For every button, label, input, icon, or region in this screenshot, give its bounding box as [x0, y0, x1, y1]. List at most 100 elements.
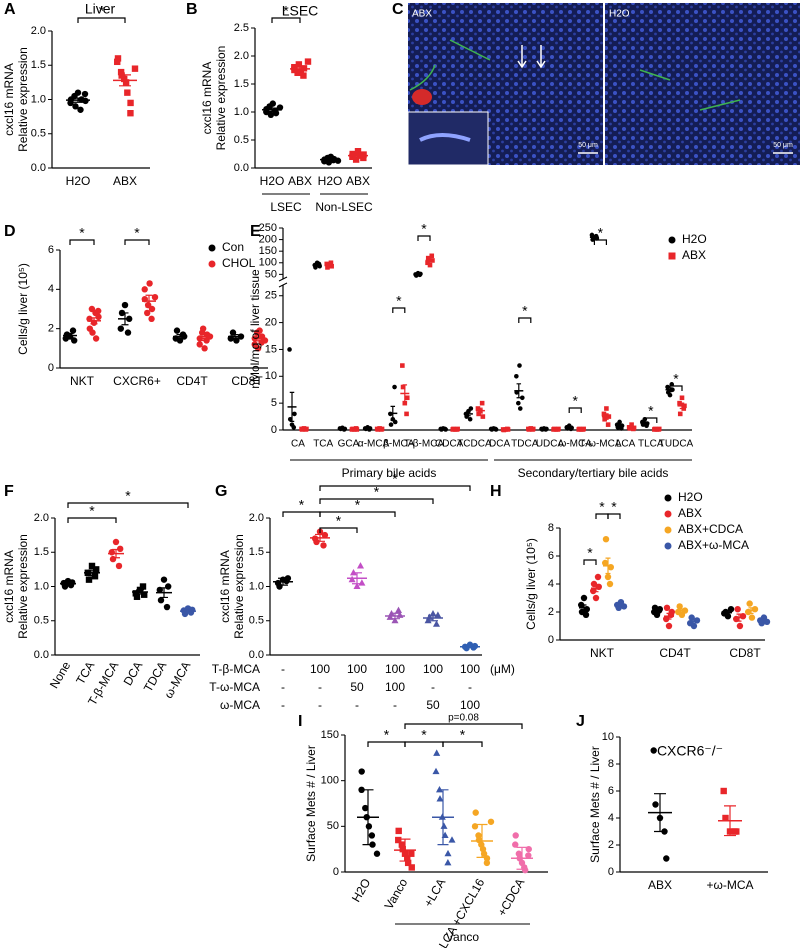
data-point: [254, 345, 262, 352]
x-tick-label: DCA: [121, 659, 146, 688]
data-point: [629, 422, 634, 427]
significance-label: *: [460, 727, 466, 743]
error-bar: [428, 614, 438, 622]
data-point: [93, 566, 100, 573]
data-point: [520, 395, 525, 401]
x-tick-label: TCDCA: [457, 439, 492, 450]
significance-label: *: [374, 484, 380, 500]
treatment-name: T-β-MCA: [212, 662, 260, 676]
data-point: [667, 392, 673, 398]
data-point: [663, 604, 671, 611]
y-tick-label: 0: [548, 634, 554, 646]
data-point: [144, 309, 151, 317]
y-axis-label: cxcl16 mRNA: [2, 63, 16, 136]
error-bar: [390, 612, 400, 620]
arrows: [517, 45, 546, 69]
treatment-dose: 100: [347, 662, 367, 676]
y-tick-label: 6: [608, 785, 614, 797]
legend-swatch: [664, 526, 672, 534]
data-point: [368, 832, 376, 839]
y-axis-label: Surface Mets # / Liver: [304, 745, 318, 862]
error-bar: [415, 273, 421, 276]
treatment-dose: -: [281, 698, 285, 712]
axis-break: [278, 276, 288, 282]
data-point: [356, 562, 365, 569]
data-point: [606, 580, 614, 588]
significance-label: *: [611, 499, 617, 515]
data-point: [650, 747, 657, 754]
error-bar: [231, 333, 239, 340]
y-tick-label: 4: [48, 283, 54, 295]
error-bar: [581, 604, 587, 612]
data-point: [480, 414, 486, 419]
error-bar: [326, 263, 332, 267]
error-bar: [353, 153, 363, 158]
image-label: ABX: [412, 9, 432, 20]
data-point: [436, 795, 444, 802]
error-bar: [427, 258, 433, 263]
data-point: [358, 579, 366, 586]
error-bar: [724, 805, 736, 837]
data-point: [349, 150, 356, 158]
y-tick-label: 0.0: [31, 162, 46, 174]
data-point: [362, 804, 369, 812]
data-point: [353, 582, 361, 590]
data-point: [124, 89, 131, 96]
data-point: [388, 422, 394, 427]
significance-bracket: [271, 17, 301, 23]
error-bar: [466, 411, 471, 417]
data-point: [71, 337, 78, 344]
data-point: [688, 614, 695, 621]
significance-label: p=0.08: [448, 713, 479, 724]
error-bar: [679, 402, 685, 410]
error-bar: [516, 846, 528, 870]
error-bar: [437, 789, 449, 846]
significance-label: *: [572, 393, 578, 409]
data-point: [360, 151, 367, 158]
legend-label: H2O: [682, 232, 707, 246]
data-point: [141, 591, 148, 598]
data-point: [328, 260, 334, 266]
significance-bracket: [392, 307, 406, 313]
error-bar: [64, 581, 72, 586]
data-point: [429, 253, 435, 259]
error-bar: [295, 66, 305, 72]
data-point: [690, 622, 698, 630]
y-tick-label: 50: [327, 820, 339, 832]
data-point: [139, 583, 147, 590]
x-tick-label: ABX: [113, 174, 137, 188]
x-tick-label: +CDCA: [495, 876, 528, 919]
data-point: [118, 72, 125, 79]
data-point: [114, 55, 122, 62]
y-tick-label: 25: [265, 290, 277, 302]
data-point: [360, 154, 367, 162]
scale-label: 50 μm: [578, 142, 598, 149]
data-point: [665, 384, 670, 390]
data-point: [434, 611, 442, 618]
y-tick-label: 10: [265, 370, 277, 382]
significance-label: *: [99, 3, 105, 19]
error-bar: [340, 427, 345, 430]
data-point: [112, 538, 120, 546]
y-axis-label: cxcl16 mRNA: [2, 550, 16, 623]
significance-bracket: [282, 511, 321, 517]
error-bar: [362, 789, 374, 846]
error-bar: [478, 407, 483, 414]
y-tick-label: 6: [548, 550, 554, 562]
data-point: [679, 395, 685, 401]
y-tick-label: 1.0: [234, 106, 249, 118]
error-bar: [184, 609, 192, 614]
error-bar: [121, 312, 129, 326]
x-tick-label: TUDCA: [659, 439, 694, 450]
panel-letter: G: [215, 483, 227, 500]
data-point: [604, 573, 612, 581]
y-tick-label: 2.5: [234, 22, 249, 34]
data-point: [196, 341, 203, 348]
group-label: LSEC: [270, 200, 302, 214]
error-bar: [402, 384, 408, 403]
y-axis-label: Relative expression: [214, 46, 228, 151]
y-tick-label: 0.5: [234, 134, 249, 146]
data-point: [444, 849, 452, 857]
x-tick-label: CD4T: [659, 646, 691, 660]
error-bar: [604, 413, 609, 420]
